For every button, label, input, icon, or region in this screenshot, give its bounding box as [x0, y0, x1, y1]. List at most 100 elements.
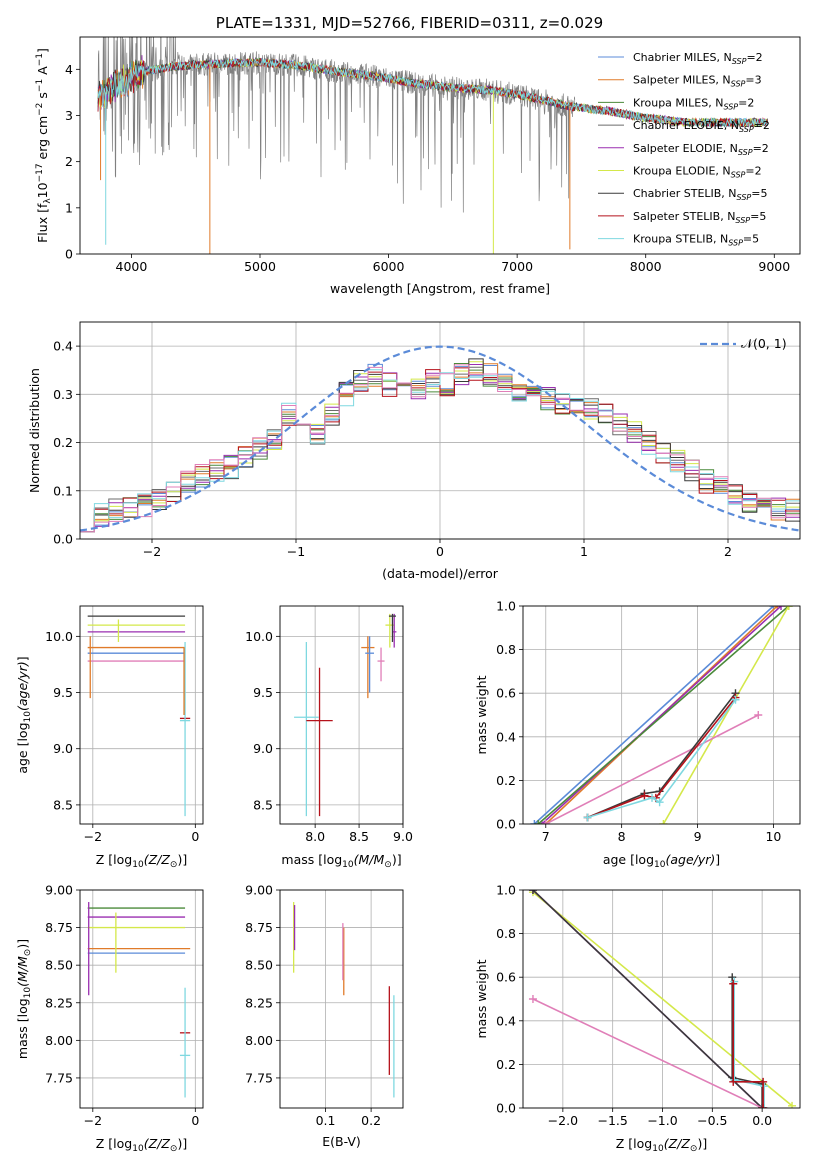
y-tick-label: 4 [65, 62, 73, 77]
panel-mass_vs_EBV: 0.1 0.2 7.75 8.00 8.25 8.50 8.75 9.00 E(B-V) [245, 883, 404, 1149]
panel-age_vs_Z: −2 08.59.09.510.0Z [log10(Z/Z⊙)]age [log1… [15, 605, 204, 870]
series-marker-kroupa_elodie [784, 606, 793, 610]
y-axis-label: mass weight [474, 675, 489, 754]
spectrum-plot-area [97, 37, 768, 254]
x-axis-label-part: Z [log [96, 852, 132, 867]
x-axis-label-part: 10 [132, 860, 144, 870]
y-tick-label: 8.25 [45, 995, 73, 1010]
x-tick-label: 6000 [373, 259, 405, 274]
series-marker-pink [754, 711, 763, 719]
y-axis-label-part: ] [35, 48, 50, 53]
x-axis-label-part: ⊙ [170, 860, 178, 870]
x-axis-label: Z [log10(Z/Z⊙)] [616, 1136, 707, 1154]
x-axis-label-part: )] [697, 1136, 707, 1151]
y-axis-label-part: ] [15, 656, 30, 661]
y-tick-label: 8.25 [245, 995, 273, 1010]
legend-entry-val: =2 [746, 51, 762, 64]
y-tick-label: 8.00 [45, 1033, 73, 1048]
series-marker-chabrier_miles [530, 820, 539, 824]
legend-entry-kroupa_miles: Kroupa MILES, NSSP=2 [633, 96, 754, 111]
y-axis-label: Normed distribution [27, 368, 42, 493]
series-marker-chabrier_stelib [758, 1104, 767, 1108]
y-axis-label-part: Flux [f [35, 203, 50, 243]
x-axis-label-part: ⊙ [690, 1144, 698, 1154]
legend-entry-kroupa_stelib: Kroupa STELIB, NSSP=5 [633, 233, 759, 248]
x-tick-label: −2 [143, 544, 161, 559]
legend-entry-chabrier_stelib: Chabrier STELIB, NSSP=5 [633, 187, 767, 202]
mass_vs_EBV-plot-area [293, 902, 395, 1098]
x-axis-label-part: ⊙ [384, 860, 392, 870]
y-tick-label: 0.2 [53, 435, 73, 450]
legend-entry-chabrier_miles: Chabrier MILES, NSSP=2 [633, 51, 763, 66]
series-marker-kroupa_stelib [648, 793, 657, 802]
y-axis-label-part: age [log [15, 722, 30, 773]
legend-entry-val: =2 [745, 165, 761, 178]
legend-entry-text: Salpeter ELODIE, N [633, 142, 738, 155]
x-tick-label: 8000 [630, 259, 662, 274]
y-axis-label-part: A [35, 66, 50, 79]
legend-entry-sub: SSP [728, 239, 743, 248]
x-tick-label: 9000 [758, 259, 790, 274]
legend-entry-gauss: 𝒩(0, 1) [741, 336, 787, 351]
legend-entry-sub: SSP [739, 125, 754, 134]
panel-mass_weight_vs_Z: −2.0 −1.5 −1.0 −0.5 0.0 0.0 0.2 0.4 0.6 0.8 1.0 Z [… [474, 883, 801, 1154]
series-line-kroupa_stelib [587, 699, 737, 819]
y-tick-label: 0.1 [53, 483, 73, 498]
series-line-kroupa_stelib [733, 981, 765, 1108]
x-axis-label-part: ⊙ [170, 1144, 178, 1154]
y-tick-label: 2 [65, 154, 73, 169]
series-line-chabrier_stelib [731, 977, 763, 1108]
x-tick-label: 0 [191, 829, 199, 844]
series-marker-kroupa_miles [534, 820, 543, 824]
histogram-step-kroupa_stelib [80, 369, 800, 533]
x-axis-label-part: )] [392, 852, 402, 867]
y-tick-label: 9.00 [45, 883, 73, 898]
y-axis-label: mass weight [474, 959, 489, 1038]
series-line-chabrier_stelib [532, 890, 763, 1108]
series-marker-salpeter_elodie [777, 606, 786, 610]
x-axis-label: wavelength [Angstrom, rest frame] [330, 281, 550, 296]
x-tick-label: 9.0 [393, 829, 413, 844]
x-tick-label: −1.0 [647, 1113, 677, 1128]
legend-entry-chabrier_elodie: Chabrier ELODIE, NSSP=2 [633, 119, 770, 134]
age_vs_Z-plot-area [87, 615, 191, 817]
series-line-pink [545, 714, 759, 824]
x-tick-label: 10 [765, 829, 781, 844]
panel-mass_vs_Z: −2 07.758.008.258.508.759.00Z [log10(Z/Z⊙… [15, 883, 204, 1154]
legend-entry-text: Salpeter MILES, N [633, 74, 731, 87]
legend-entry-salpeter_elodie: Salpeter ELODIE, NSSP=2 [633, 142, 769, 157]
y-axis-label-part: 10 [23, 987, 33, 999]
x-axis-label-part: ] [715, 852, 720, 867]
x-tick-label: 8.0 [305, 829, 325, 844]
y-tick-label: 0.8 [496, 926, 516, 941]
x-axis-label-part: (age/yr) [665, 852, 715, 867]
y-tick-label: 0.2 [496, 773, 516, 788]
axes-frame [79, 321, 801, 540]
y-tick-label: 8.75 [45, 920, 73, 935]
legend-entry-sub: SSP [723, 102, 738, 111]
y-tick-label: 8.5 [253, 797, 273, 812]
x-tick-label: −0.5 [697, 1113, 727, 1128]
legend-entry-text: Chabrier MILES, N [633, 51, 732, 64]
series-marker-pink [528, 995, 537, 1003]
histogram-plot-area [80, 345, 800, 533]
series-marker-kroupa_stelib [655, 798, 664, 807]
axes-frame [522, 889, 801, 1109]
legend-entry-salpeter_miles: Salpeter MILES, NSSP=3 [633, 74, 762, 89]
y-tick-label: 1.0 [496, 599, 516, 614]
x-tick-label: 7 [542, 829, 550, 844]
y-axis-label: mass [log10(M/M⊙)] [15, 939, 33, 1059]
x-axis-label-part: mass [log [281, 852, 342, 867]
y-tick-label: 9.0 [253, 741, 273, 756]
y-tick-label: 0.4 [53, 339, 73, 354]
mass_vs_Z-plot-area [87, 902, 191, 1098]
y-axis-label-part: (age/yr) [15, 661, 30, 711]
y-axis-label-part: λ [43, 198, 53, 204]
legend-entry-text: Chabrier STELIB, N [633, 187, 737, 200]
series-marker-kroupa_stelib [731, 695, 740, 704]
mass_weight_vs_age-plot-area [530, 606, 793, 824]
legend-entry-text: Salpeter STELIB, N [633, 210, 735, 223]
series-marker-kroupa_stelib [760, 1104, 769, 1108]
